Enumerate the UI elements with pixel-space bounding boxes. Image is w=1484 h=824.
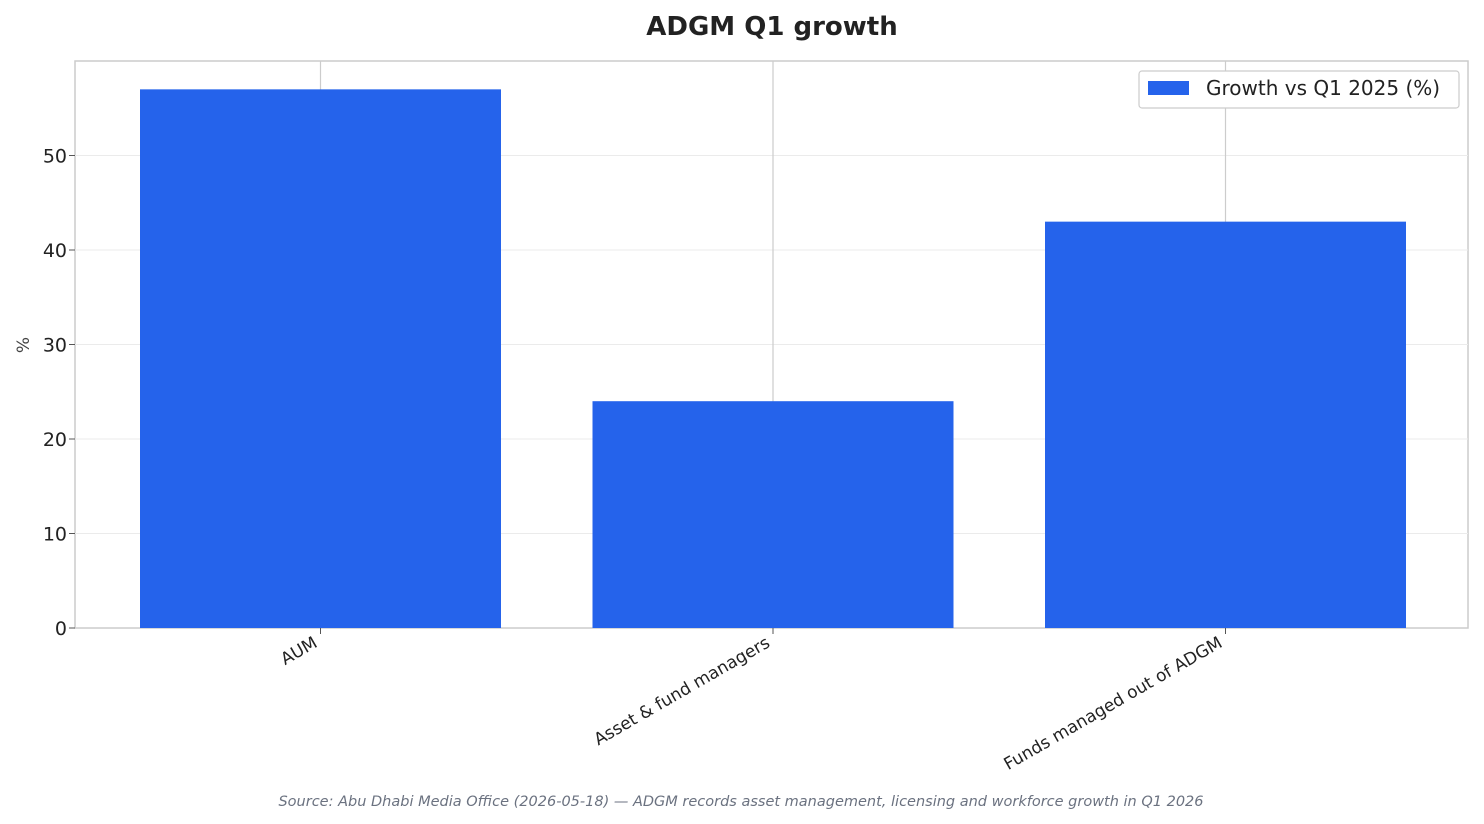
source-note: Source: Abu Dhabi Media Office (2026-05-… (278, 794, 1203, 810)
chart-title: ADGM Q1 growth (646, 12, 897, 42)
bar-asset-fund-managers (592, 401, 954, 628)
bar-aum (140, 89, 501, 629)
legend-label: Growth vs Q1 2025 (%) (1206, 76, 1440, 100)
y-tick-label: 20 (43, 429, 67, 451)
bar-funds-managed-out-of-adgm (1045, 221, 1406, 628)
y-tick-label: 30 (43, 335, 67, 357)
x-axis-ticks: AUM Asset & fund managers Funds managed ou… (277, 628, 1226, 775)
x-tick-label: Asset & fund managers (591, 633, 774, 750)
legend-frame (1138, 70, 1460, 109)
y-tick-label: 50 (43, 146, 67, 168)
y-tick-label: 0 (55, 618, 67, 640)
bars (140, 89, 1406, 629)
x-tick-label: Funds managed out of ADGM (1001, 633, 1226, 775)
y-tick-label: 40 (43, 240, 67, 262)
y-axis-ticks: 0 10 20 30 40 50 (43, 146, 75, 640)
x-tick-label: AUM (277, 633, 321, 670)
y-tick-label: 10 (43, 524, 67, 546)
legend-swatch (1148, 81, 1189, 95)
legend: Growth vs Q1 2025 (%) (1138, 70, 1460, 109)
y-axis-label: % (14, 337, 34, 353)
